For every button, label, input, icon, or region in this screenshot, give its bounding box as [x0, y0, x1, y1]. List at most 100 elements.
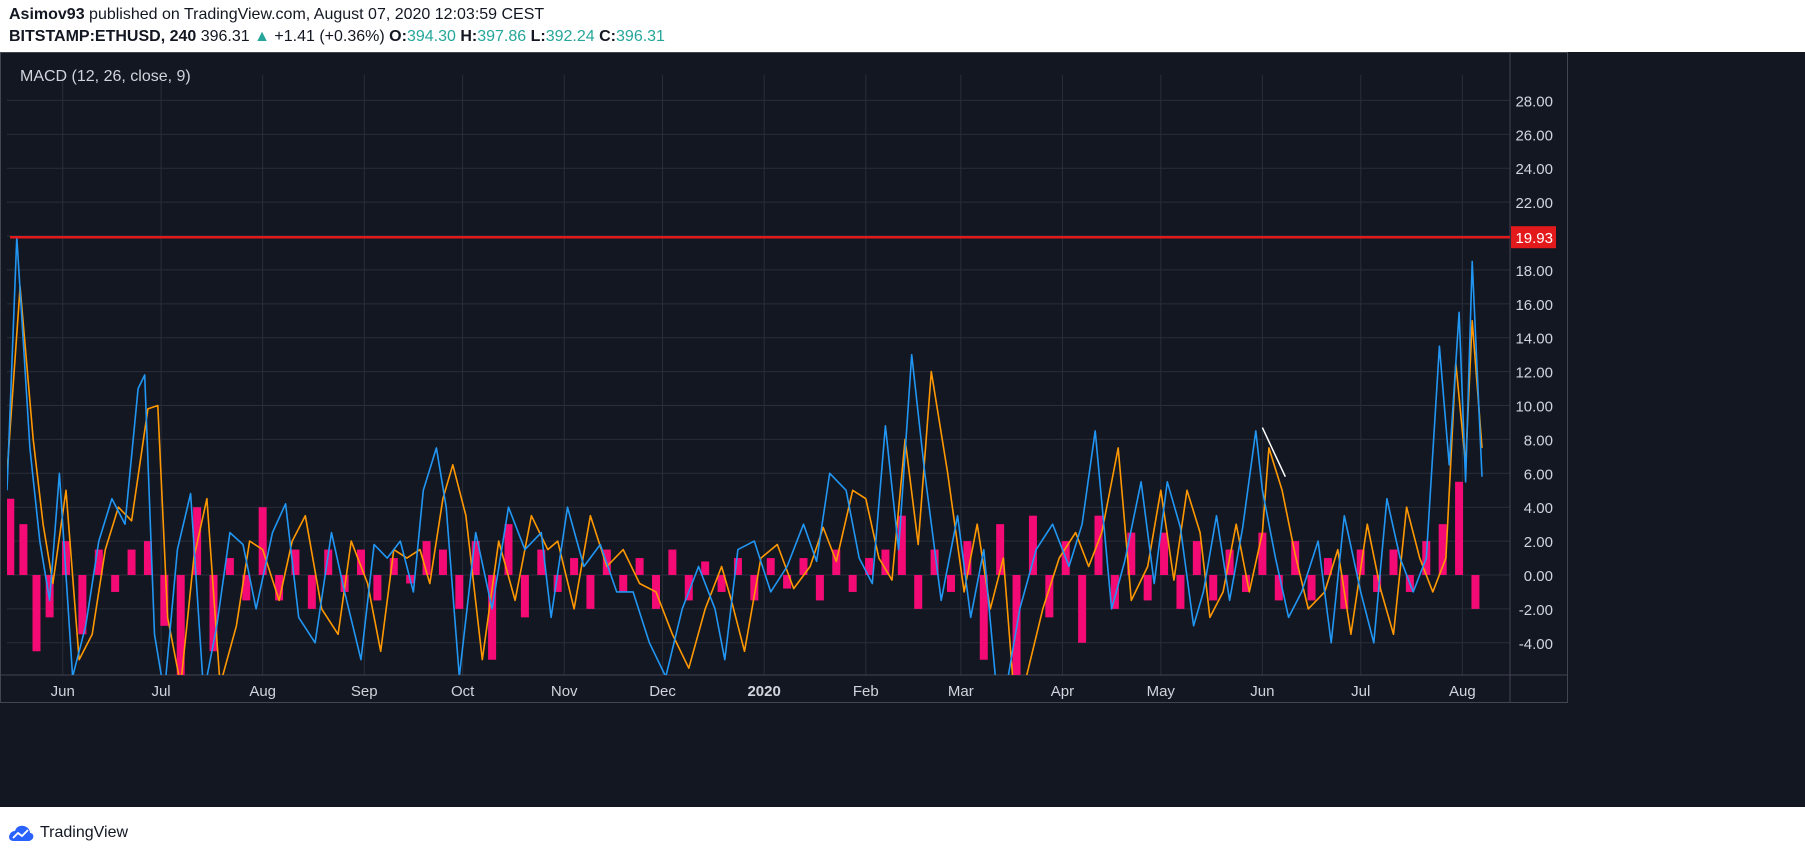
macd-chart[interactable]: 28.0026.0024.0022.0020.0018.0016.0014.00…	[0, 52, 1805, 807]
x-tick-label: Sep	[351, 683, 378, 700]
y-tick-label: 2.00	[1524, 534, 1553, 551]
histogram-bar	[1356, 549, 1365, 575]
histogram-bar	[701, 561, 710, 575]
histogram-bar	[553, 575, 562, 592]
histogram-bar	[537, 549, 546, 575]
histogram-bar	[324, 549, 333, 575]
histogram-bar	[766, 558, 775, 575]
histogram-bar	[78, 575, 87, 635]
histogram-bar	[127, 549, 136, 575]
published-text: published on TradingView.com, August 07,…	[89, 6, 545, 23]
histogram-bar	[996, 524, 1005, 575]
histogram-bar	[111, 575, 120, 592]
x-tick-label: Oct	[451, 683, 475, 700]
histogram-bar	[750, 575, 759, 601]
trend-line-annotation	[1261, 427, 1287, 478]
histogram-bar	[783, 575, 792, 589]
y-tick-label: 14.00	[1515, 331, 1553, 348]
histogram-bar	[160, 575, 169, 626]
histogram-bar	[1258, 532, 1267, 575]
histogram-bar	[1307, 575, 1316, 601]
close-value: 396.31	[616, 28, 665, 45]
histogram-bar	[930, 549, 939, 575]
histogram-bar	[307, 575, 316, 609]
histogram-bar	[62, 541, 70, 575]
x-tick-label: Nov	[551, 683, 578, 700]
publish-line: Asimov93 published on TradingView.com, A…	[9, 6, 544, 24]
x-tick-label: Jun	[51, 683, 75, 700]
y-tick-label: 28.00	[1515, 93, 1553, 110]
x-tick-label: Jun	[1250, 683, 1274, 700]
x-tick-label: Aug	[1449, 683, 1476, 700]
low-label: L:	[530, 28, 546, 45]
open-label: O:	[389, 28, 407, 45]
histogram-bar	[32, 575, 41, 652]
symbol-line: BITSTAMP:ETHUSD, 240 396.31 ▲ +1.41 (+0.…	[9, 28, 665, 46]
y-tick-label: 0.00	[1524, 568, 1553, 585]
histogram-bar	[1094, 515, 1103, 575]
tradingview-brand[interactable]: TradingView	[8, 824, 128, 842]
histogram-bar	[668, 549, 677, 575]
close-label: C:	[599, 28, 617, 45]
histogram-bar	[520, 575, 529, 618]
y-tick-label: 16.00	[1515, 297, 1553, 314]
histogram-bar	[176, 575, 185, 675]
level-label: 19.93	[1515, 230, 1553, 247]
histogram-bar	[225, 558, 234, 575]
brand-name: TradingView	[40, 824, 129, 841]
histogram-bar	[619, 575, 628, 592]
up-arrow-icon: ▲	[254, 28, 270, 45]
histogram-bar	[865, 558, 874, 575]
y-tick-label: 4.00	[1524, 500, 1553, 517]
histogram-bar	[1242, 575, 1250, 592]
histogram-bar	[897, 515, 906, 575]
chart-background	[0, 52, 1805, 807]
histogram-bar	[848, 575, 857, 592]
y-tick-label: 26.00	[1515, 127, 1553, 144]
histogram-bar	[1209, 575, 1218, 601]
histogram-bar	[717, 575, 726, 592]
plot-area	[7, 236, 1483, 675]
histogram-bar	[1373, 575, 1382, 592]
histogram-bar	[1160, 532, 1169, 575]
histogram-bar	[1127, 532, 1136, 575]
histogram-bar	[733, 558, 742, 575]
histogram-bar	[1389, 549, 1398, 575]
histogram-bar	[389, 558, 398, 575]
histogram-bar	[1192, 541, 1201, 575]
x-tick-label: Jul	[151, 683, 170, 700]
y-tick-label: 12.00	[1515, 365, 1553, 382]
signal-line	[7, 286, 1483, 675]
x-tick-label: Mar	[948, 683, 974, 700]
histogram-bar	[963, 541, 972, 575]
histogram-bar	[635, 558, 644, 575]
tradingview-logo-icon	[9, 825, 34, 841]
histogram-bar	[570, 558, 579, 575]
author-name[interactable]: Asimov93	[9, 6, 85, 23]
histogram-bar	[979, 575, 988, 660]
y-tick-label: 10.00	[1515, 399, 1553, 416]
histogram-bar	[1110, 575, 1119, 609]
histogram-bar	[209, 575, 218, 652]
histogram-bar	[455, 575, 464, 609]
histogram-bar	[275, 575, 284, 601]
histogram-bar	[1323, 558, 1332, 575]
price-change: +1.41 (+0.36%)	[274, 28, 385, 45]
indicator-label[interactable]: MACD (12, 26, close, 9)	[20, 68, 191, 85]
histogram-bar	[586, 575, 595, 609]
macd-line	[7, 236, 1483, 675]
y-tick-label: -4.00	[1519, 636, 1553, 653]
histogram-bar	[1176, 575, 1185, 609]
histogram-bar	[684, 575, 693, 601]
x-tick-label: 2020	[747, 683, 780, 700]
histogram-bar	[1455, 481, 1464, 575]
histogram-bar	[1028, 515, 1037, 575]
histogram-bar	[504, 524, 513, 575]
level-label-box	[1511, 226, 1556, 249]
histogram-bar	[1438, 524, 1447, 575]
histogram-bar	[488, 575, 497, 660]
histogram-bar	[291, 549, 300, 575]
histogram-bar	[1471, 575, 1480, 609]
histogram-bar	[832, 549, 841, 575]
histogram-bar	[471, 541, 480, 575]
